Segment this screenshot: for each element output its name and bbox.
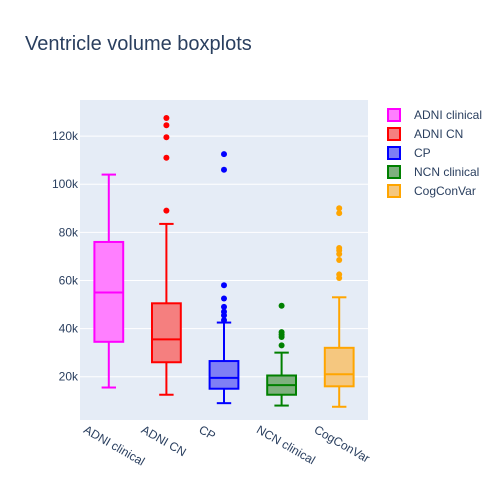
x-tick-label: CP	[197, 422, 218, 442]
chart-title: Ventricle volume boxplots	[25, 33, 252, 55]
legend-swatch	[387, 184, 401, 198]
boxes	[93, 115, 355, 408]
outlier-point	[163, 154, 170, 161]
outlier-point	[163, 115, 170, 122]
box-cogconvar	[323, 205, 355, 408]
legend-item-cogconvar[interactable]: CogConVar	[387, 184, 476, 198]
legend[interactable]: ADNI clinical ADNI CN CP NCN clinical CogCon…	[387, 108, 482, 198]
legend-item-adni-cn[interactable]: ADNI CN	[387, 127, 463, 141]
x-tick-label: ADNI CN	[139, 422, 189, 459]
iqr-box	[208, 360, 240, 390]
outlier-point	[221, 303, 227, 310]
outlier-point	[278, 302, 285, 309]
y-tick-label: 100k	[52, 177, 79, 191]
outlier-point	[336, 210, 343, 217]
x-tick-label: CogConVar	[312, 422, 373, 465]
legend-swatch	[387, 146, 401, 160]
box-cp	[208, 151, 240, 405]
y-axis: 20k 40k 60k 80k 100k 120k	[52, 129, 79, 384]
legend-swatch	[387, 127, 401, 141]
x-tick-label: ADNI clinical	[81, 422, 147, 468]
legend-swatch	[387, 108, 401, 122]
box-ncn-clinical	[266, 302, 298, 407]
iqr-box	[151, 302, 182, 364]
outlier-point	[221, 295, 227, 302]
legend-label: CogConVar	[414, 184, 476, 198]
y-tick-label: 20k	[59, 370, 79, 384]
x-tick-label: NCN clinical	[254, 422, 318, 467]
y-tick-label: 80k	[59, 225, 79, 239]
outlier-point	[336, 271, 343, 278]
outlier-point	[221, 282, 227, 289]
legend-label: ADNI CN	[414, 127, 463, 141]
outlier-point	[336, 244, 343, 251]
outlier-point	[336, 257, 343, 263]
legend-item-adni-clinical[interactable]: ADNI clinical	[387, 108, 482, 122]
outlier-point	[278, 329, 285, 336]
outlier-point	[278, 342, 285, 349]
legend-item-cp[interactable]: CP	[387, 146, 431, 160]
y-tick-label: 120k	[52, 129, 79, 143]
legend-swatch	[387, 165, 401, 179]
legend-item-ncn-clinical[interactable]: NCN clinical	[387, 165, 479, 179]
box-adni-clinical	[93, 173, 125, 389]
box-adni-cn	[151, 115, 182, 396]
outlier-point	[163, 122, 170, 129]
outlier-point	[221, 308, 227, 315]
y-tick-label: 40k	[59, 322, 79, 336]
legend-label: NCN clinical	[414, 165, 479, 179]
legend-label: CP	[414, 146, 431, 160]
outlier-point	[336, 205, 343, 212]
iqr-box	[323, 346, 355, 388]
outlier-point	[221, 317, 227, 324]
outlier-point	[163, 134, 170, 141]
legend-label: ADNI clinical	[414, 108, 482, 122]
outlier-point	[221, 151, 227, 158]
outlier-point	[163, 207, 170, 214]
outlier-point	[221, 166, 227, 173]
y-tick-label: 60k	[59, 273, 79, 287]
